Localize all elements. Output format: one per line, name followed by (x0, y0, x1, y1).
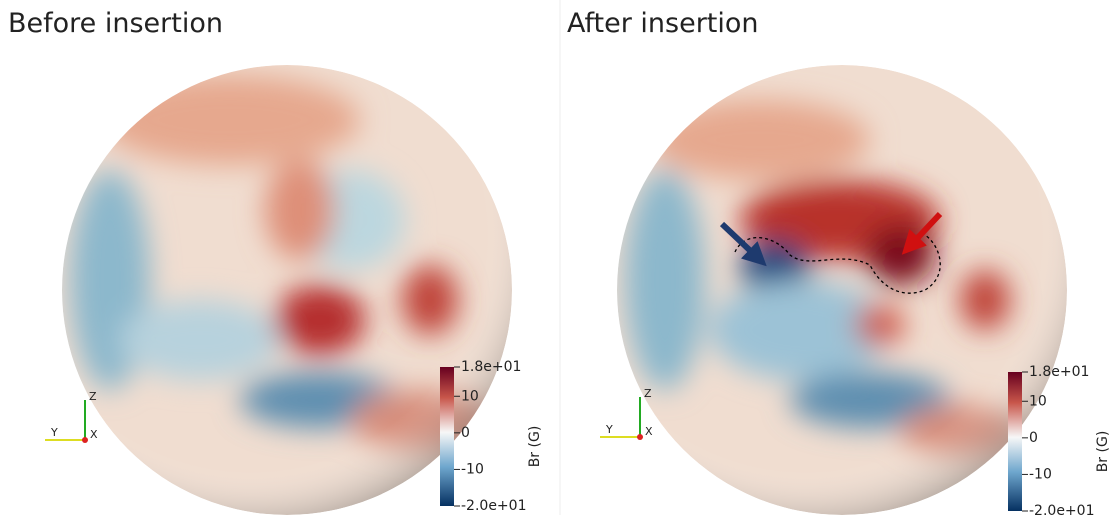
sphere (62, 65, 512, 515)
colorbar-tick-label: -10 (1029, 466, 1052, 482)
arrow (901, 211, 943, 255)
arrow (719, 221, 767, 267)
axis-label: Z (89, 390, 97, 403)
colorbar-tick-label: 0 (461, 425, 470, 441)
colorbar-tick-label: -2.0e+01 (461, 498, 526, 514)
axis-label: Y (605, 423, 613, 436)
axis-label: Y (50, 426, 58, 439)
axis-label: Z (644, 387, 652, 400)
colorbar-tick-label: -2.0e+01 (1029, 503, 1094, 515)
axis-x (82, 437, 88, 443)
axis-x (637, 434, 643, 440)
colorbar-tick-label: 1.8e+01 (461, 359, 521, 375)
colorbar-tick-label: 10 (1029, 393, 1047, 409)
colorbar-tick-label: 1.8e+01 (1029, 364, 1089, 380)
contour (734, 234, 941, 294)
axis-label: X (90, 428, 98, 441)
panel-title: Before insertion (8, 8, 223, 39)
colorbar (440, 367, 454, 506)
colorbar-label: Br (G) (1095, 431, 1111, 473)
colorbar-tick-label: 10 (461, 388, 479, 404)
colorbar-tick-label: 0 (1029, 430, 1038, 446)
colorbar-tick-label: -10 (461, 461, 484, 477)
panel-title: After insertion (567, 8, 759, 39)
colorbar-label: Br (G) (527, 426, 543, 468)
sphere (617, 65, 1067, 515)
axis-label: X (645, 425, 653, 438)
colorbar (1008, 372, 1022, 511)
